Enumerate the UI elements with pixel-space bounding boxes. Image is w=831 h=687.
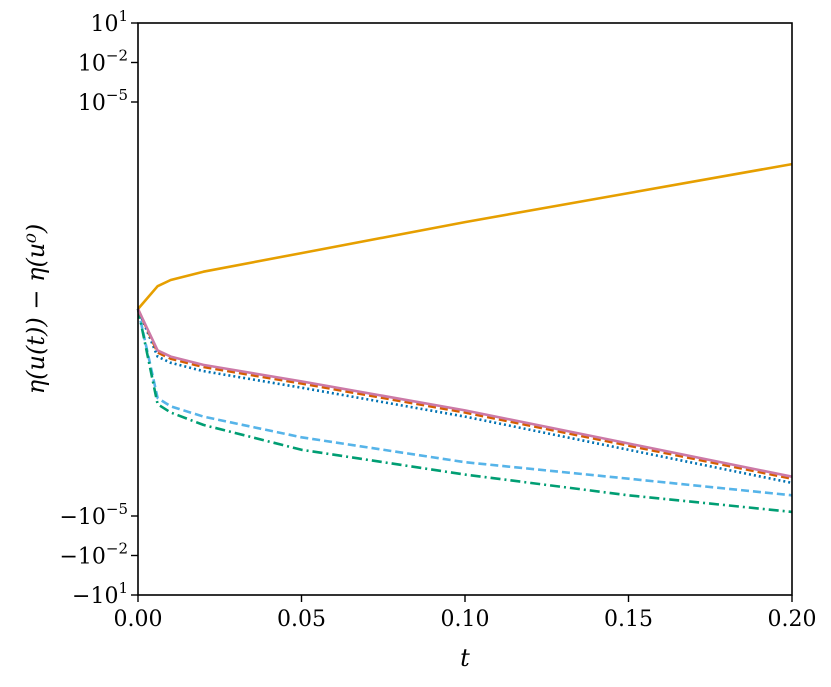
y-tick-label: 10−5 (78, 86, 128, 116)
y-tick-label: 10−2 (78, 47, 128, 77)
x-axis-label: t (460, 644, 470, 672)
x-tick-label: 0.05 (277, 607, 326, 632)
y-axis-label: η(u(t)) − η(u⁰) (22, 224, 50, 394)
x-tick-label: 0.15 (604, 607, 653, 632)
y-axis: 101 10−2 10−5 −10−5 −10−2 −101 (59, 7, 138, 609)
y-tick-label: −101 (72, 579, 128, 609)
series-line-2 (136, 308, 793, 497)
x-tick-label: 0.20 (768, 607, 817, 632)
x-tick-label: 0.00 (114, 607, 163, 632)
series-layer (136, 162, 793, 514)
series-line-5 (136, 308, 793, 480)
series-line-1 (137, 162, 793, 310)
y-tick-label: −10−5 (59, 500, 128, 530)
plot-frame (137, 22, 793, 596)
series-line-6 (136, 308, 793, 478)
x-tick-label: 0.10 (441, 607, 490, 632)
y-tick-label: 101 (90, 7, 128, 37)
y-tick-label: −10−2 (59, 540, 128, 570)
x-axis: 0.00 0.05 0.10 0.15 0.20 (114, 595, 817, 632)
